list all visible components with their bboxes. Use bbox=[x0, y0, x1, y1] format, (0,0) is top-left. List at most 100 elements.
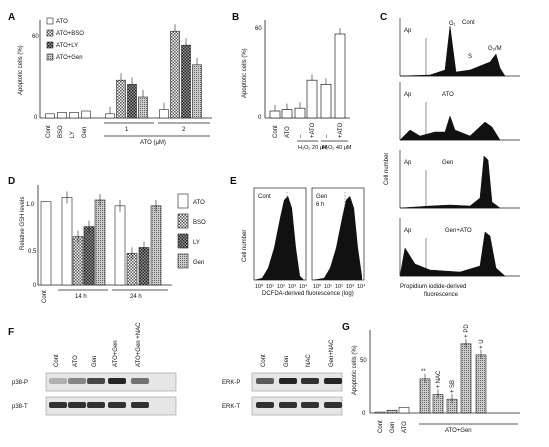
bar-a-5-2 bbox=[181, 44, 191, 119]
panel-a-ytick-max: 60 bbox=[32, 34, 39, 40]
bar-g-3 bbox=[419, 378, 431, 414]
d-legend-swatch-gen bbox=[177, 253, 189, 269]
xlabel-ly: LY bbox=[70, 131, 76, 138]
hist-c-profile-3 bbox=[399, 231, 506, 277]
hist-c-peak-g2m: G₂/M bbox=[488, 46, 502, 52]
lane-left-2: Gen bbox=[92, 356, 98, 367]
bar-d-1-0 bbox=[61, 197, 73, 286]
legend-swatch-ato-ly bbox=[46, 41, 54, 49]
hist-c-name-2: Gen bbox=[442, 160, 453, 166]
bar-a-4-0 bbox=[105, 113, 115, 119]
legend-swatch-ato-bso bbox=[46, 29, 54, 37]
xlabel-b-2: – bbox=[298, 134, 304, 138]
hist-c-name-0: Cont bbox=[462, 20, 475, 26]
hist-e-tick-0-1: 10¹ bbox=[266, 284, 274, 290]
panel-e-label: E bbox=[230, 176, 237, 187]
hist-c-name-1: ATO bbox=[442, 92, 454, 98]
xlabel-b-3: +ATO bbox=[310, 122, 316, 138]
panel-e-xlabel: DCFDA-derived fluorescence (log) bbox=[262, 291, 354, 297]
band-erkp-3 bbox=[324, 378, 342, 384]
panel-b-label: B bbox=[232, 12, 239, 23]
legend-label-ato: ATO bbox=[56, 19, 68, 25]
bar-g-7 bbox=[475, 354, 487, 414]
panel-a-label: A bbox=[8, 12, 15, 23]
panel-c-label: C bbox=[380, 12, 387, 23]
panel-g-group-label: ATO+Gen bbox=[445, 428, 472, 434]
bar-label-g-stars: ** bbox=[421, 369, 426, 375]
bar-label-g-3: + PD bbox=[464, 324, 470, 338]
xlabel-cont: Cont bbox=[46, 125, 52, 138]
hist-c-peak-g1: G₁ bbox=[449, 21, 456, 27]
row-right-erkt: ERK-T bbox=[222, 404, 240, 410]
xlabel-bso: BSO bbox=[58, 125, 64, 138]
band-p38p-4 bbox=[131, 378, 149, 384]
lane-left-0: Cont bbox=[54, 354, 60, 367]
panel-c-xlabel-1: Propidium iodide-derived bbox=[400, 284, 466, 290]
lane-left-1: ATO bbox=[73, 355, 79, 367]
hist-e-name-1: Gen bbox=[316, 194, 327, 200]
band-p38p-3 bbox=[108, 378, 126, 384]
bar-d-2-0 bbox=[114, 205, 126, 286]
band-erkp-1 bbox=[279, 378, 297, 384]
panel-f-blots: Cont ATO Gen ATO+Gen ATO+Gen +NAC Cont Gen NAC G… bbox=[12, 322, 343, 416]
bar-a-1-0 bbox=[57, 112, 67, 119]
panel-b-group-1-a: H₂O₂ 20 μM bbox=[298, 145, 328, 151]
panel-b-xlabels: Cont ATO – +ATO – +ATO bbox=[273, 122, 344, 138]
bar-d-2-3 bbox=[150, 205, 162, 286]
lane-right-2: NAC bbox=[306, 354, 312, 367]
hist-e-name-0: Cont bbox=[258, 194, 271, 200]
bar-a-4-2 bbox=[127, 84, 137, 119]
panel-e-ylabel: Cell number bbox=[242, 230, 248, 262]
hist-c-ap-1: Ap bbox=[404, 92, 412, 98]
bar-g-1 bbox=[386, 409, 398, 414]
legend-swatch-ato bbox=[46, 17, 54, 25]
hist-e-tick-0-3: 10³ bbox=[288, 284, 296, 290]
xlabel-b-0: Cont bbox=[273, 125, 279, 138]
hist-e-tick-0-2: 10² bbox=[277, 284, 285, 290]
hist-c-profile-2 bbox=[399, 155, 501, 209]
hist-e-tick-1-3: 10³ bbox=[346, 284, 354, 290]
xlabel-g-1: Gen bbox=[390, 422, 396, 433]
panel-c-xlabel-2: fluorescence bbox=[424, 292, 459, 298]
group-label-ato: ATO (μM) bbox=[140, 140, 166, 146]
hist-c-profile-0 bbox=[399, 25, 506, 77]
panel-g-bars: Cont Gen ATO ** + NAC + SB + PD + U bbox=[374, 324, 487, 433]
lane-right-1: Gen bbox=[284, 356, 290, 367]
panel-d-label: D bbox=[8, 176, 15, 187]
lane-right-0: Cont bbox=[261, 354, 267, 367]
panel-a-legend: ATO ATO+BSO ATO+LY ATO+Gen bbox=[46, 17, 84, 61]
legend-label-ato-bso: ATO+BSO bbox=[56, 31, 84, 37]
bar-b-2 bbox=[294, 107, 306, 119]
band-erkp-0 bbox=[256, 378, 274, 384]
panel-b-ytick-zero: 0 bbox=[258, 115, 262, 121]
band-p38p-1 bbox=[68, 378, 86, 384]
panel-c-ylabel: Cell number bbox=[384, 153, 390, 185]
panel-a-ytick-zero: 0 bbox=[34, 115, 38, 121]
band-erkt-0 bbox=[256, 402, 274, 408]
bar-b-1 bbox=[281, 109, 293, 119]
panel-d-ytick-05: 0.5 bbox=[28, 249, 37, 255]
hist-e-tick-1-0: 10⁰ bbox=[313, 283, 322, 290]
bar-b-0 bbox=[269, 110, 281, 119]
bar-b-4 bbox=[320, 84, 332, 119]
band-p38p-0 bbox=[49, 378, 67, 384]
panel-b-group-2-a: H₂O₂ 40 μM bbox=[322, 145, 352, 151]
d-legend-label-gen: Gen bbox=[193, 260, 204, 266]
legend-swatch-ato-gen bbox=[46, 53, 54, 61]
bar-d-0-0 bbox=[40, 201, 52, 286]
lane-right-3: Gen+NAC bbox=[329, 339, 335, 367]
xlabel-g-2: ATO bbox=[402, 421, 408, 433]
band-p38t-3 bbox=[108, 402, 126, 408]
panel-g-ytick-50: 50 bbox=[360, 358, 367, 364]
panel-b-ytick-max: 60 bbox=[255, 26, 262, 32]
panel-d-ylabel: Relative GSH levels bbox=[20, 197, 26, 250]
row-right-erkp: ERK-P bbox=[222, 380, 240, 386]
bar-b-5 bbox=[334, 33, 346, 119]
panel-b-bars bbox=[269, 28, 346, 119]
bar-label-g-4: + U bbox=[479, 339, 485, 349]
hist-c-name-3: Gen+ATO bbox=[445, 228, 472, 234]
d-legend-label-bso: BSO bbox=[193, 220, 206, 226]
panel-a-ylabel: Apoptotic cells (%) bbox=[18, 45, 24, 95]
